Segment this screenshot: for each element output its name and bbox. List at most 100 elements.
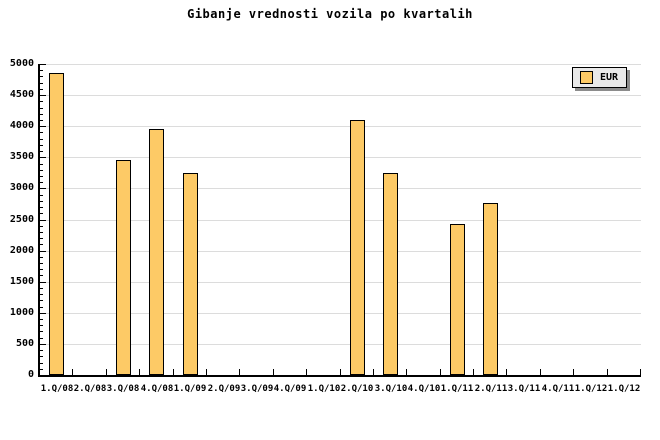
y-axis-minor-tick [40, 257, 43, 258]
y-axis-minor-tick [40, 76, 43, 77]
y-axis-minor-tick [40, 101, 43, 102]
x-axis-tick [573, 369, 574, 375]
y-axis-minor-tick [40, 207, 43, 208]
y-tick-label: 1500 [9, 276, 34, 287]
x-axis-tick [373, 369, 374, 375]
x-axis-tick [406, 369, 407, 375]
y-tick-label: 4000 [9, 120, 34, 131]
x-axis-tick [473, 369, 474, 375]
y-axis-major-tick [40, 64, 46, 65]
y-axis-minor-tick [40, 201, 43, 202]
x-tick-label: 3.Q/11 [507, 384, 541, 394]
x-axis-tick [106, 369, 107, 375]
y-tick-label: 2000 [9, 245, 34, 256]
y-axis-minor-tick [40, 263, 43, 264]
y-axis-minor-tick [40, 294, 43, 295]
y-axis-major-tick [40, 157, 46, 158]
x-tick-label: 4.Q/11 [541, 384, 575, 394]
x-tick-label: 3.Q/08 [106, 384, 140, 394]
legend-swatch-icon [580, 71, 593, 84]
x-axis-tick [273, 369, 274, 375]
gridline [40, 282, 641, 283]
x-axis-tick [607, 369, 608, 375]
gridline [40, 126, 641, 127]
y-axis-major-tick [40, 282, 46, 283]
y-axis-minor-tick [40, 363, 43, 364]
gridline [40, 313, 641, 314]
x-axis-tick [206, 369, 207, 375]
x-tick-label: 1.Q/08 [40, 384, 74, 394]
x-axis-tick [139, 369, 140, 375]
x-tick-label: 1.Q/12 [607, 384, 641, 394]
y-axis-minor-tick [40, 356, 43, 357]
plot-area: 0 500 1000 1500 2000 2500 3000 3500 4000 4500 5000… [10, 58, 641, 394]
y-axis-major-tick [40, 126, 46, 127]
y-axis-minor-tick [40, 232, 43, 233]
x-tick-label: 4.Q/08 [140, 384, 174, 394]
y-axis-minor-tick [40, 176, 43, 177]
bar [149, 129, 164, 375]
y-tick-label: 1000 [9, 307, 34, 318]
y-axis-minor-tick [40, 120, 43, 121]
y-axis-minor-tick [40, 164, 43, 165]
y-axis-minor-tick [40, 226, 43, 227]
y-axis-minor-tick [40, 244, 43, 245]
y-axis-major-tick [40, 344, 46, 345]
y-axis-minor-tick [40, 132, 43, 133]
y-axis-minor-tick [40, 139, 43, 140]
bar [383, 173, 398, 375]
gridline [40, 188, 641, 189]
x-tick-label: 1.Q/09 [173, 384, 207, 394]
gridline [40, 220, 641, 221]
y-axis-major-tick [40, 251, 46, 252]
x-axis-tick [72, 369, 73, 375]
y-axis-minor-tick [40, 319, 43, 320]
chart-title: Gibanje vrednosti vozila po kvartalih [187, 7, 473, 21]
gridline [40, 64, 641, 65]
legend-label: EUR [600, 72, 619, 83]
bar [183, 173, 198, 375]
y-axis-minor-tick [40, 83, 43, 84]
y-axis-minor-tick [40, 238, 43, 239]
y-axis-minor-tick [40, 288, 43, 289]
y-axis-minor-tick [40, 70, 43, 71]
x-axis-tick [173, 369, 174, 375]
x-tick-label: 4.Q/10 [407, 384, 441, 394]
y-axis-minor-tick [40, 275, 43, 276]
y-axis-minor-tick [40, 170, 43, 171]
y-tick-label: 3500 [9, 151, 34, 162]
y-axis-minor-tick [40, 195, 43, 196]
y-axis-minor-tick [40, 213, 43, 214]
x-tick-label: 4.Q/09 [273, 384, 307, 394]
gridline [40, 251, 641, 252]
bar [483, 203, 498, 375]
x-axis-line [38, 375, 641, 377]
x-tick-label: 3.Q/09 [240, 384, 274, 394]
bar [450, 224, 465, 375]
bar [116, 160, 131, 375]
x-tick-label: 2.Q/08 [73, 384, 107, 394]
gridline [40, 157, 641, 158]
x-axis-tick [506, 369, 507, 375]
x-axis-tick [640, 369, 641, 375]
x-tick-label: 2.Q/11 [474, 384, 508, 394]
y-axis-minor-tick [40, 331, 43, 332]
y-axis-major-tick [40, 220, 46, 221]
y-axis-minor-tick [40, 269, 43, 270]
y-axis-minor-tick [40, 89, 43, 90]
x-tick-label: 2.Q/10 [340, 384, 374, 394]
y-axis-minor-tick [40, 307, 43, 308]
y-axis-minor-tick [40, 151, 43, 152]
y-axis-minor-tick [40, 369, 43, 370]
x-tick-label: 2.Q/09 [207, 384, 241, 394]
bar [49, 73, 64, 375]
y-axis-major-tick [40, 188, 46, 189]
y-tick-label: 3000 [9, 182, 34, 193]
x-axis-tick [540, 369, 541, 375]
x-tick-label: 1.Q/11 [440, 384, 474, 394]
bar [350, 120, 365, 375]
legend: EUR [572, 67, 627, 88]
y-tick-label: 2500 [9, 214, 34, 225]
x-axis-tick [340, 369, 341, 375]
y-axis-minor-tick [40, 108, 43, 109]
